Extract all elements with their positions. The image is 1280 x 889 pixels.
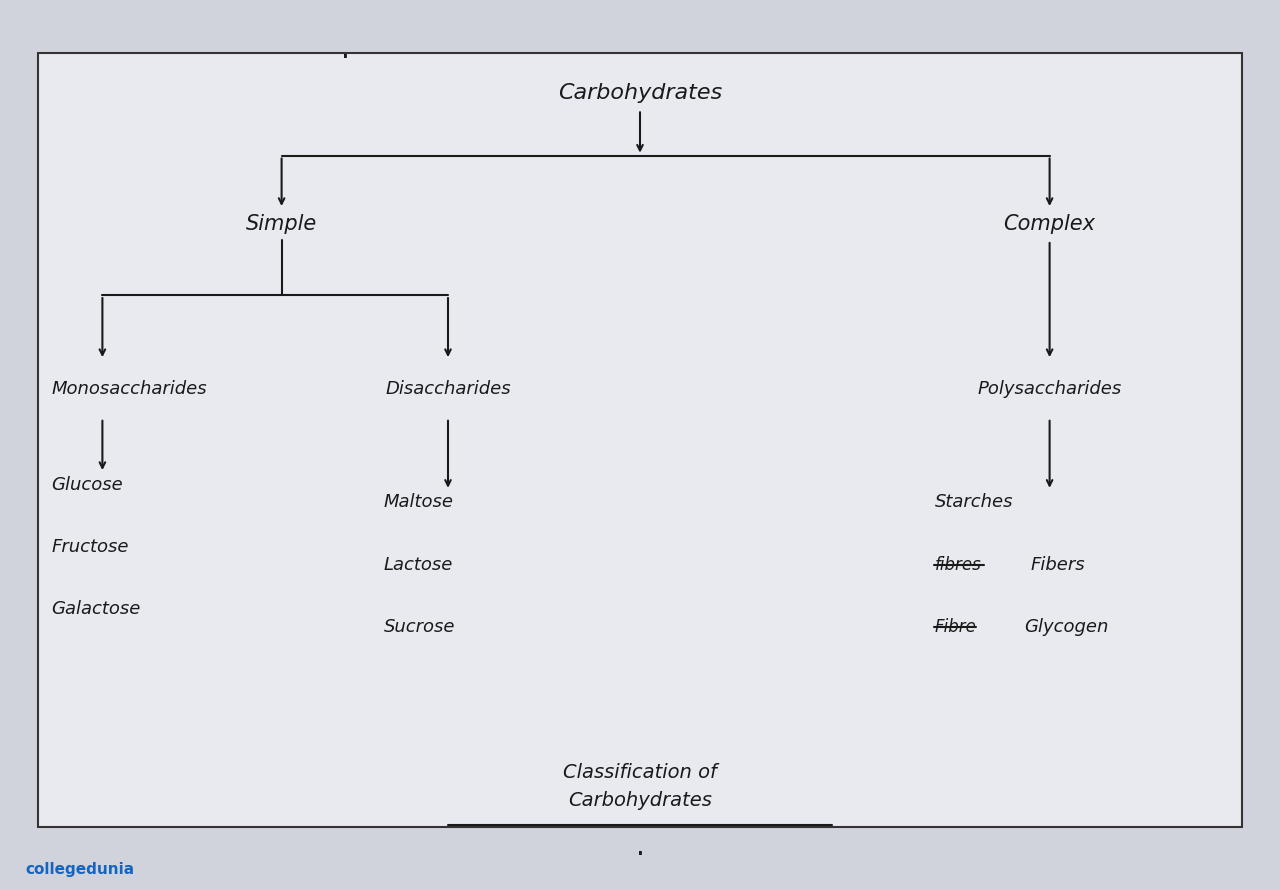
Text: ·: · xyxy=(636,841,644,869)
FancyBboxPatch shape xyxy=(38,53,1242,827)
Text: Fibre: Fibre xyxy=(934,618,977,636)
Text: Sucrose: Sucrose xyxy=(384,618,456,636)
Text: Classification of
Carbohydrates: Classification of Carbohydrates xyxy=(563,764,717,810)
Text: Fibers: Fibers xyxy=(1030,556,1085,573)
Text: collegedunia: collegedunia xyxy=(26,862,134,877)
Text: fibres: fibres xyxy=(934,556,982,573)
Text: Galactose: Galactose xyxy=(51,600,141,618)
Text: Glycogen: Glycogen xyxy=(1024,618,1108,636)
Text: Carbohydrates: Carbohydrates xyxy=(558,84,722,103)
Text: Simple: Simple xyxy=(246,214,317,234)
Text: Starches: Starches xyxy=(934,493,1012,511)
Text: Maltose: Maltose xyxy=(384,493,454,511)
Text: ·: · xyxy=(342,44,349,72)
Text: Lactose: Lactose xyxy=(384,556,453,573)
Text: Glucose: Glucose xyxy=(51,476,123,493)
Text: Complex: Complex xyxy=(1004,214,1096,234)
Text: Fructose: Fructose xyxy=(51,538,129,556)
Text: Polysaccharides: Polysaccharides xyxy=(978,380,1121,398)
Text: Disaccharides: Disaccharides xyxy=(385,380,511,398)
Text: Monosaccharides: Monosaccharides xyxy=(51,380,207,398)
